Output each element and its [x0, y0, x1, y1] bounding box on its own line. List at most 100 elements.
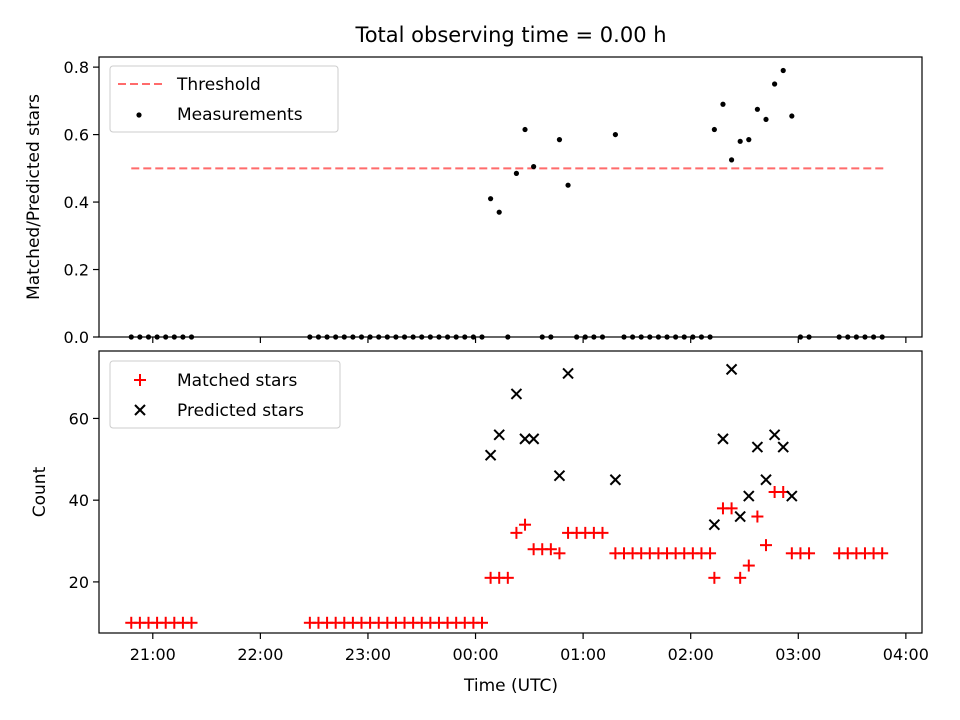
predicted-star-point: [786, 490, 798, 502]
measurement-point: [410, 334, 416, 340]
measurement-point: [556, 137, 563, 143]
predicted-star-point: [510, 388, 523, 400]
matched-star-point: [553, 547, 566, 560]
predicted-star-point: [760, 474, 772, 486]
x-tick-label: 03:00: [775, 645, 821, 664]
x-tick-label: 04:00: [883, 645, 929, 664]
matched-star-point: [725, 502, 738, 515]
x-tick-label: 21:00: [130, 645, 176, 664]
measurement-point: [582, 334, 588, 340]
bottom-y-tick-label: 60: [69, 409, 89, 428]
x-tick-label: 01:00: [560, 645, 606, 664]
legend-predicted-label: Predicted stars: [177, 401, 304, 421]
measurement-point: [789, 113, 795, 119]
top-y-tick-label: 0.2: [64, 261, 89, 280]
measurement-point: [154, 334, 160, 340]
measurement-point: [845, 334, 851, 340]
predicted-star-point: [743, 490, 755, 502]
predicted-star-point: [777, 441, 789, 453]
measurement-point: [444, 334, 451, 340]
legend-matched-swatch: [134, 374, 146, 386]
measurement-point: [419, 334, 425, 340]
matched-star-point: [742, 559, 755, 572]
matched-star-point: [803, 547, 816, 560]
measurement-point: [384, 334, 390, 340]
measurement-point: [720, 101, 726, 107]
measurement-point: [574, 334, 580, 340]
top-y-axis-label: Matched/Predicted stars: [24, 94, 44, 300]
measurement-point: [128, 334, 134, 340]
measurement-point: [350, 334, 356, 340]
measurement-point: [737, 138, 743, 144]
matched-star-point: [704, 547, 717, 560]
measurement-point: [565, 182, 571, 188]
matched-star-point: [734, 571, 747, 584]
measurement-point: [505, 334, 511, 340]
predicted-star-point: [562, 367, 574, 380]
measurement-point: [427, 334, 433, 340]
measurement-point: [513, 170, 520, 176]
measurement-point: [870, 334, 877, 340]
bottom-y-tick-label: 40: [69, 491, 89, 510]
measurement-point: [180, 334, 186, 340]
x-axis-label: Time (UTC): [463, 676, 558, 696]
measurement-point: [307, 334, 313, 340]
top-y-tick-label: 0.0: [64, 328, 89, 347]
measurement-point: [763, 116, 769, 123]
measurement-point: [376, 334, 382, 340]
predicted-star-point: [519, 433, 531, 445]
x-tick-label: 23:00: [345, 645, 391, 664]
top-panel: 0.00.20.40.60.8 Matched/Predicted stars …: [24, 56, 923, 347]
predicted-star-point: [717, 433, 729, 445]
x-tick-label: 22:00: [237, 645, 283, 664]
measurement-point: [470, 334, 476, 340]
top-plot-area: [98, 56, 923, 338]
measurement-point: [836, 334, 842, 340]
top-y-tick-label: 0.8: [64, 58, 89, 77]
legend-measurements-swatch: [136, 112, 142, 118]
predicted-star-point: [734, 510, 746, 523]
bottom-axis-ticks: 20 40 60 21:00 22:00 23:00 00:00 01:00 02:00 03:0…: [69, 409, 929, 664]
measurement-point: [707, 334, 713, 340]
bottom-y-axis-label: Count: [30, 466, 50, 517]
bottom-legend-frame: [109, 360, 341, 429]
predicted-star-point: [768, 429, 781, 441]
legend-threshold-label: Threshold: [176, 75, 261, 95]
measurement-point: [690, 334, 696, 340]
measurement-point: [862, 334, 868, 340]
bottom-legend: Matched stars Predicted stars: [109, 360, 341, 429]
measurement-point: [315, 334, 322, 340]
measurement-point: [453, 334, 459, 340]
predicted-star-point: [725, 363, 738, 376]
matched-star-point: [501, 571, 514, 584]
measurement-point: [879, 334, 885, 340]
measurement-point: [621, 334, 627, 340]
measurement-point: [522, 126, 528, 133]
top-y-tick-label: 0.6: [64, 126, 89, 145]
measurement-point: [772, 81, 778, 87]
measurement-point: [171, 334, 177, 340]
predicted-star-point: [708, 518, 721, 531]
measurement-point: [367, 334, 373, 340]
measurement-point: [539, 334, 545, 340]
measurement-point: [780, 67, 786, 74]
matched-star-point: [760, 539, 773, 552]
measurement-point: [647, 334, 653, 340]
measurement-point: [754, 106, 761, 112]
measurement-point: [655, 334, 662, 340]
measurement-point: [806, 334, 812, 340]
measurement-point: [698, 334, 705, 340]
legend-predicted-swatch: [134, 404, 146, 416]
measurement-point: [358, 334, 365, 340]
measurement-point: [324, 334, 330, 340]
measurement-point: [746, 137, 752, 143]
measurement-point: [341, 334, 347, 340]
measurement-point: [531, 164, 537, 170]
measurement-point: [496, 209, 502, 215]
measurement-point: [401, 334, 408, 340]
top-legend-frame: [109, 65, 339, 133]
predicted-star-point: [609, 474, 622, 486]
top-y-tick-label: 0.4: [64, 193, 89, 212]
x-tick-label: 02:00: [668, 645, 714, 664]
matched-star-point: [519, 518, 532, 531]
